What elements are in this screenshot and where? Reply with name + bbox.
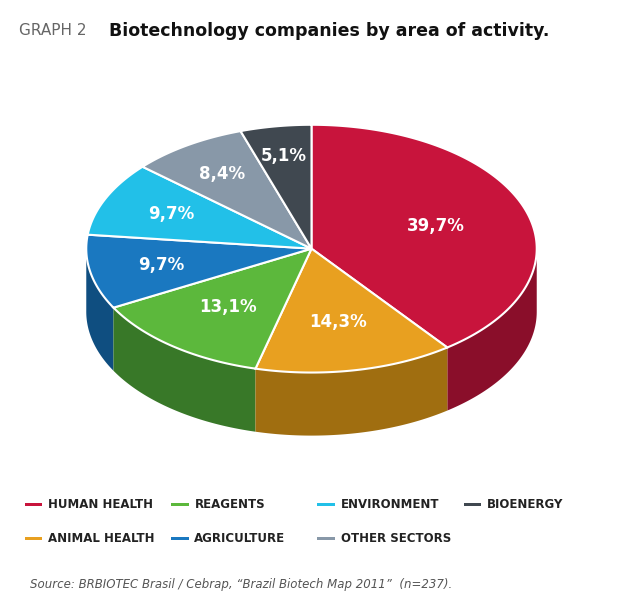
FancyBboxPatch shape [464,503,482,507]
FancyBboxPatch shape [317,537,335,540]
Text: GRAPH 2: GRAPH 2 [19,23,86,38]
Polygon shape [312,125,537,348]
Text: REAGENTS: REAGENTS [194,498,265,511]
Text: 8,4%: 8,4% [199,165,245,183]
Polygon shape [447,248,537,411]
Polygon shape [86,247,113,371]
Text: 9,7%: 9,7% [148,206,194,223]
Text: 5,1%: 5,1% [261,147,307,165]
Text: BIOENERGY: BIOENERGY [487,498,564,511]
Text: 9,7%: 9,7% [138,255,184,274]
FancyBboxPatch shape [171,537,189,540]
Text: AGRICULTURE: AGRICULTURE [194,532,285,545]
Polygon shape [88,167,312,249]
Polygon shape [255,249,447,373]
FancyBboxPatch shape [317,503,335,507]
Text: ANIMAL HEALTH: ANIMAL HEALTH [48,532,155,545]
Text: Biotechnology companies by area of activity.: Biotechnology companies by area of activ… [109,21,549,40]
Polygon shape [113,249,312,368]
Text: Source: BRBIOTEC Brasil / Cebrap, “Brazil Biotech Map 2011”  (n=237).: Source: BRBIOTEC Brasil / Cebrap, “Brazi… [31,578,453,591]
Text: OTHER SECTORS: OTHER SECTORS [341,532,451,545]
Polygon shape [113,308,255,432]
FancyBboxPatch shape [24,503,42,507]
Text: 39,7%: 39,7% [406,217,464,235]
Text: ENVIRONMENT: ENVIRONMENT [341,498,439,511]
FancyBboxPatch shape [24,537,42,540]
Polygon shape [143,131,312,249]
Text: 13,1%: 13,1% [199,298,257,316]
Polygon shape [240,125,312,249]
Polygon shape [86,235,312,308]
FancyBboxPatch shape [171,503,189,507]
Polygon shape [255,348,447,435]
Text: 14,3%: 14,3% [309,313,367,330]
Text: HUMAN HEALTH: HUMAN HEALTH [48,498,153,511]
